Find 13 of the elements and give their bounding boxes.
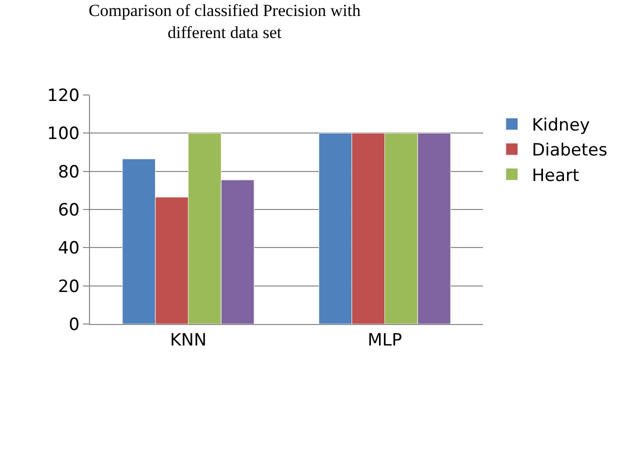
y-tick-label: 20: [58, 276, 80, 297]
y-tick-label: 0: [68, 314, 80, 335]
legend-label: Heart: [532, 166, 580, 186]
y-tick-label: 80: [58, 162, 80, 182]
x-tick-label: KNN: [170, 330, 207, 350]
x-tick-label: MLP: [368, 330, 402, 350]
y-tick-label: 100: [47, 124, 80, 144]
y-tick-label: 60: [58, 200, 80, 220]
legend-label: Kidney: [532, 116, 590, 136]
y-tick-label: 120: [47, 86, 80, 106]
legend-label: Diabetes: [532, 140, 608, 161]
chart-title: Comparison of classified Precision with different data set: [88, 1, 362, 42]
y-tick-label: 40: [58, 238, 80, 259]
